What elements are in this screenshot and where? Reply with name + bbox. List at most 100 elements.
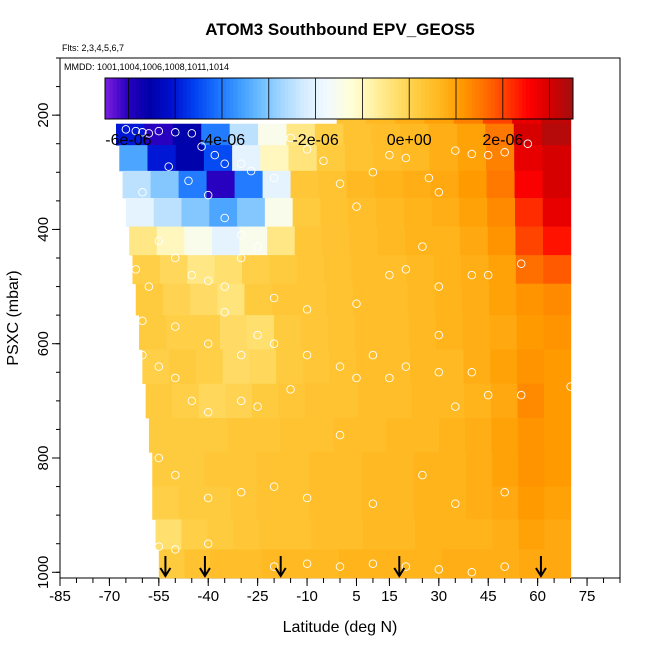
heat-cell — [280, 418, 308, 453]
data-point — [131, 265, 141, 274]
x-tick-label: 60 — [529, 588, 546, 605]
flight-arrows — [159, 556, 547, 578]
heat-cell — [152, 486, 179, 520]
x-tick-label: -70 — [99, 588, 121, 605]
colorbar-segment — [417, 78, 422, 119]
heat-cell — [543, 349, 572, 385]
heat-cell — [211, 226, 241, 256]
heat-cell — [129, 226, 158, 256]
heat-cell — [125, 198, 155, 227]
heat-cell — [493, 549, 520, 579]
data-point — [144, 282, 154, 291]
heat-cell — [254, 418, 282, 453]
data-point — [352, 202, 361, 211]
colorbar-segment — [288, 78, 293, 119]
colorbar-segment — [366, 78, 371, 119]
data-point — [203, 339, 213, 348]
colorbar-segment — [362, 78, 367, 119]
data-point — [385, 150, 394, 160]
data-point — [451, 402, 460, 411]
heat-cell — [354, 315, 383, 350]
colorbar-segment — [335, 78, 340, 119]
heat-cell — [361, 452, 389, 487]
heat-cell — [371, 123, 401, 146]
colorbar-segment — [237, 78, 242, 119]
colorbar-segment — [405, 78, 410, 119]
heat-cell — [543, 255, 572, 285]
heat-cell — [440, 519, 468, 550]
data-point — [171, 322, 180, 331]
data-point — [302, 305, 312, 314]
data-point — [246, 166, 256, 176]
heat-cell — [434, 283, 463, 316]
colorbar-segment — [108, 78, 114, 119]
y-tick-label: 800 — [35, 445, 52, 470]
data-point — [171, 470, 180, 480]
colorbar-segment — [303, 78, 309, 119]
heat-cell — [466, 519, 494, 550]
data-point — [335, 362, 345, 371]
heat-cell — [432, 226, 461, 256]
colorbar: -6e-06 -4e-06 -2e-06 0e+00 2e-06 — [104, 77, 574, 149]
heatmap-cells — [116, 95, 572, 579]
heat-cell — [178, 170, 208, 199]
colorbar-segment — [151, 78, 157, 119]
heat-cell — [544, 486, 572, 520]
colorbar-segment — [116, 78, 122, 119]
data-point — [335, 430, 345, 440]
heat-cell — [489, 283, 517, 316]
heat-cell — [267, 226, 296, 256]
colorbar-segment — [448, 78, 453, 119]
colorbar-segment — [112, 78, 118, 119]
data-point — [171, 545, 180, 554]
data-point — [483, 150, 493, 160]
heat-cell — [517, 418, 545, 453]
heat-cell — [201, 418, 229, 453]
heat-cell — [543, 283, 572, 316]
y-axis: 200 400 600 800 1000 — [35, 57, 60, 589]
heat-cell — [264, 198, 294, 227]
heat-cell — [430, 170, 460, 199]
heat-cell — [359, 418, 387, 453]
heat-cell — [142, 349, 170, 385]
heat-cell — [543, 315, 572, 350]
colorbar-segment — [350, 78, 356, 119]
data-point — [154, 126, 164, 136]
heat-cell — [256, 486, 284, 520]
x-tick-label: -55 — [148, 588, 170, 605]
colorbar-segment — [537, 78, 543, 119]
heat-cell — [309, 486, 336, 520]
heat-cell — [408, 315, 437, 350]
colorbar-segment — [526, 78, 531, 119]
colorbar-segment — [241, 78, 246, 119]
data-point — [88, 125, 98, 134]
colorbar-segment — [374, 78, 379, 119]
heat-cell — [153, 198, 183, 227]
colorbar-segment — [428, 78, 434, 119]
colorbar-segment — [393, 78, 398, 119]
x-tick-label: -85 — [49, 588, 71, 605]
data-point — [434, 282, 444, 291]
heat-cell — [456, 123, 486, 146]
colorbar-segment — [268, 78, 274, 119]
heat-cell — [378, 255, 407, 285]
data-point — [418, 470, 427, 480]
data-point — [187, 129, 197, 138]
colorbar-segment — [210, 78, 215, 119]
heat-cell — [236, 549, 263, 579]
heat-cell — [544, 418, 572, 453]
heat-cell — [465, 418, 493, 453]
heat-cell — [159, 255, 188, 285]
data-point — [319, 156, 328, 166]
heat-cell — [349, 226, 379, 256]
data-point — [467, 568, 477, 577]
heat-cell — [269, 255, 298, 285]
colorbar-segment — [342, 78, 348, 119]
heat-cell — [172, 383, 200, 419]
data-point — [418, 242, 427, 251]
arrow-head — [274, 567, 287, 578]
data-point — [105, 125, 114, 134]
colorbar-segment — [194, 78, 200, 119]
data-point — [483, 270, 493, 280]
